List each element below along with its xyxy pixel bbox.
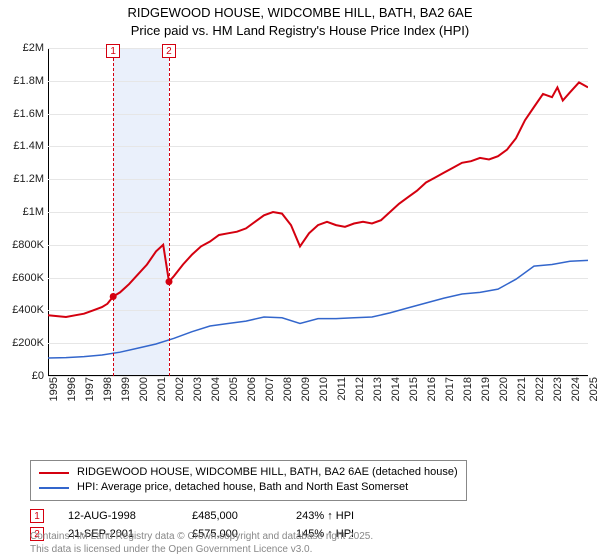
x-tick-label: 1999: [120, 377, 132, 407]
series-hpi: [48, 260, 588, 358]
series-svg: [48, 48, 588, 376]
y-tick-label: £1.8M: [4, 75, 44, 87]
sale-guide-line: [169, 48, 170, 376]
y-tick-label: £1M: [4, 206, 44, 218]
legend-row-hpi: HPI: Average price, detached house, Bath…: [39, 480, 458, 495]
legend-label-property: RIDGEWOOD HOUSE, WIDCOMBE HILL, BATH, BA…: [77, 465, 458, 480]
x-tick-label: 2009: [300, 377, 312, 407]
x-tick-label: 2015: [408, 377, 420, 407]
x-tick-label: 1996: [66, 377, 78, 407]
x-tick-label: 2024: [570, 377, 582, 407]
x-tick-label: 2018: [462, 377, 474, 407]
sales-row-marker: 1: [30, 509, 44, 523]
y-tick-label: £1.6M: [4, 108, 44, 120]
x-tick-label: 2012: [354, 377, 366, 407]
footer: Contains HM Land Registry data © Crown c…: [30, 530, 373, 556]
x-tick-label: 2022: [534, 377, 546, 407]
x-tick-label: 2011: [336, 377, 348, 407]
x-tick-label: 2002: [174, 377, 186, 407]
x-tick-label: 2019: [480, 377, 492, 407]
sales-row-date: 12-AUG-1998: [68, 510, 168, 522]
sales-row: 1 12-AUG-1998 £485,000 243% ↑ HPI: [30, 509, 570, 523]
x-tick-label: 2005: [228, 377, 240, 407]
y-tick-label: £1.2M: [4, 173, 44, 185]
x-tick-label: 2004: [210, 377, 222, 407]
y-tick-label: £200K: [4, 337, 44, 349]
legend-box: RIDGEWOOD HOUSE, WIDCOMBE HILL, BATH, BA…: [30, 460, 467, 501]
x-tick-label: 2000: [138, 377, 150, 407]
title-line2: Price paid vs. HM Land Registry's House …: [0, 22, 600, 40]
x-tick-label: 2010: [318, 377, 330, 407]
x-tick-label: 2021: [516, 377, 528, 407]
sale-guide-line: [113, 48, 114, 376]
x-tick-label: 2001: [156, 377, 168, 407]
x-tick-label: 2020: [498, 377, 510, 407]
chart-area: £0 £200K £400K £600K £800K £1M £1.2M £1.4M £1.6M…: [0, 40, 600, 420]
plot-area: £0£200K£400K£600K£800K£1M£1.2M£1.4M£1.6M…: [48, 48, 588, 376]
legend-swatch-property: [39, 472, 69, 474]
x-tick-label: 2017: [444, 377, 456, 407]
y-tick-label: £0: [4, 370, 44, 382]
x-tick-label: 1997: [84, 377, 96, 407]
x-tick-label: 2006: [246, 377, 258, 407]
y-tick-label: £400K: [4, 304, 44, 316]
sale-marker-2: 2: [162, 44, 176, 58]
x-tick-label: 2014: [390, 377, 402, 407]
x-tick-label: 2003: [192, 377, 204, 407]
legend-swatch-hpi: [39, 487, 69, 489]
footer-line2: This data is licensed under the Open Gov…: [30, 543, 373, 556]
y-tick-label: £800K: [4, 239, 44, 251]
x-tick-label: 2008: [282, 377, 294, 407]
sales-row-price: £485,000: [192, 510, 272, 522]
x-tick-label: 2023: [552, 377, 564, 407]
footer-line1: Contains HM Land Registry data © Crown c…: [30, 530, 373, 543]
series-property: [48, 82, 588, 317]
y-tick-label: £1.4M: [4, 140, 44, 152]
y-tick-label: £600K: [4, 272, 44, 284]
y-tick-label: £2M: [4, 42, 44, 54]
title-line1: RIDGEWOOD HOUSE, WIDCOMBE HILL, BATH, BA…: [0, 4, 600, 22]
sale-marker-1: 1: [106, 44, 120, 58]
chart-title-block: RIDGEWOOD HOUSE, WIDCOMBE HILL, BATH, BA…: [0, 0, 600, 39]
x-tick-label: 1998: [102, 377, 114, 407]
x-tick-label: 2016: [426, 377, 438, 407]
x-tick-label: 2007: [264, 377, 276, 407]
legend-row-property: RIDGEWOOD HOUSE, WIDCOMBE HILL, BATH, BA…: [39, 465, 458, 480]
x-tick-label: 2025: [588, 377, 600, 407]
sales-row-delta: 243% ↑ HPI: [296, 510, 396, 522]
legend-label-hpi: HPI: Average price, detached house, Bath…: [77, 480, 408, 495]
x-tick-label: 1995: [48, 377, 60, 407]
x-tick-label: 2013: [372, 377, 384, 407]
